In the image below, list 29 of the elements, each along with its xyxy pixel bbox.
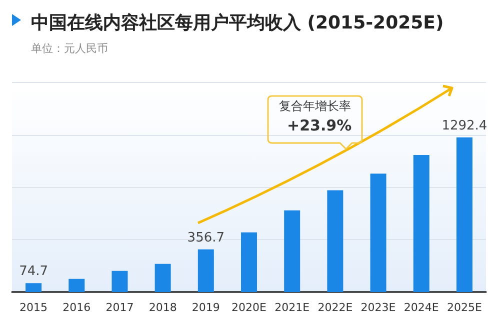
bar: [413, 154, 430, 292]
x-tick-label: 2023E: [360, 301, 396, 314]
bar: [241, 232, 257, 292]
bar: [112, 270, 128, 292]
data-label: 356.7: [187, 230, 225, 246]
bar: [370, 174, 386, 292]
x-tick-label: 2022E: [318, 301, 353, 314]
x-tick-label: 2017: [106, 301, 134, 314]
bar: [198, 249, 214, 292]
x-tick-label: 2021E: [274, 301, 310, 314]
bar: [284, 210, 300, 292]
annotation: +23.9%: [287, 116, 352, 134]
x-tick-label: 2016: [62, 301, 91, 314]
data-label: 74.7: [19, 264, 48, 280]
bar: [456, 137, 472, 292]
data-label: 1292.4: [442, 118, 488, 134]
chart-title: 中国在线内容社区每用户平均收入 (2015-2025E): [31, 12, 444, 34]
bar: [327, 190, 344, 292]
bar: [68, 278, 85, 292]
chart-subtitle: 单位：元人民币: [31, 42, 108, 55]
bar: [154, 264, 171, 292]
x-tick-label: 2015: [20, 301, 48, 314]
annotation: 复合年增长率: [279, 99, 351, 113]
x-tick-label: 2019: [192, 301, 220, 314]
x-tick-label: 2024E: [404, 301, 439, 314]
x-tick-label: 2020E: [232, 301, 267, 314]
x-tick-label: 2018: [148, 301, 177, 314]
x-tick-label: 2025E: [446, 301, 482, 314]
bar: [26, 283, 42, 292]
